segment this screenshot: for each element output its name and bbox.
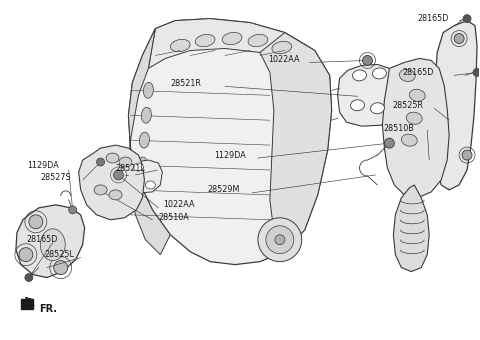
Ellipse shape xyxy=(407,112,422,124)
Ellipse shape xyxy=(142,107,151,123)
Circle shape xyxy=(473,68,480,76)
Ellipse shape xyxy=(371,103,384,114)
Polygon shape xyxy=(260,33,332,252)
Circle shape xyxy=(275,235,285,245)
Ellipse shape xyxy=(409,89,425,101)
Text: 1022AA: 1022AA xyxy=(268,55,300,64)
Ellipse shape xyxy=(372,68,386,79)
Polygon shape xyxy=(129,29,170,255)
Circle shape xyxy=(454,34,464,44)
Polygon shape xyxy=(394,185,429,272)
Polygon shape xyxy=(434,21,477,190)
Text: 28529M: 28529M xyxy=(207,185,240,194)
Ellipse shape xyxy=(248,34,268,47)
Ellipse shape xyxy=(222,32,242,45)
Ellipse shape xyxy=(350,100,364,111)
Text: 28527S: 28527S xyxy=(41,173,72,183)
Circle shape xyxy=(96,158,105,166)
Ellipse shape xyxy=(133,163,144,171)
Ellipse shape xyxy=(145,181,156,189)
Ellipse shape xyxy=(272,41,292,54)
Ellipse shape xyxy=(144,82,154,98)
Circle shape xyxy=(463,15,471,22)
Ellipse shape xyxy=(40,229,65,261)
Ellipse shape xyxy=(401,134,417,146)
Text: 28525R: 28525R xyxy=(392,101,423,110)
Polygon shape xyxy=(148,19,315,68)
Circle shape xyxy=(258,218,302,261)
Ellipse shape xyxy=(109,190,122,200)
Text: 1129DA: 1129DA xyxy=(214,151,246,159)
Ellipse shape xyxy=(119,157,132,167)
Text: FR.: FR. xyxy=(39,304,57,314)
Circle shape xyxy=(113,170,123,180)
Ellipse shape xyxy=(94,185,107,195)
Text: 1129DA: 1129DA xyxy=(27,160,59,170)
Circle shape xyxy=(462,150,472,160)
Circle shape xyxy=(384,138,395,148)
Circle shape xyxy=(69,206,77,214)
Ellipse shape xyxy=(399,69,415,82)
Ellipse shape xyxy=(139,132,149,148)
Text: 28165D: 28165D xyxy=(27,235,58,244)
Text: 1022AA: 1022AA xyxy=(163,200,195,209)
Text: 28165D: 28165D xyxy=(402,68,434,77)
Text: 28510A: 28510A xyxy=(158,213,189,222)
Text: 28521L: 28521L xyxy=(116,164,145,172)
Circle shape xyxy=(362,55,372,65)
FancyBboxPatch shape xyxy=(21,300,33,309)
Circle shape xyxy=(19,248,33,261)
Circle shape xyxy=(54,261,68,275)
Circle shape xyxy=(25,274,33,282)
Text: 28510B: 28510B xyxy=(384,124,414,133)
Polygon shape xyxy=(129,19,332,265)
Polygon shape xyxy=(337,65,396,126)
Text: 28525L: 28525L xyxy=(45,250,75,259)
Text: 28521R: 28521R xyxy=(170,79,201,88)
Ellipse shape xyxy=(195,34,215,47)
Ellipse shape xyxy=(352,70,366,81)
Circle shape xyxy=(29,215,43,229)
Ellipse shape xyxy=(170,39,190,52)
Polygon shape xyxy=(125,160,162,193)
Polygon shape xyxy=(79,145,144,220)
Polygon shape xyxy=(16,205,84,277)
Circle shape xyxy=(266,226,294,254)
Polygon shape xyxy=(383,58,449,198)
Ellipse shape xyxy=(106,153,119,163)
Text: 28165D: 28165D xyxy=(417,14,449,23)
Ellipse shape xyxy=(137,157,147,173)
